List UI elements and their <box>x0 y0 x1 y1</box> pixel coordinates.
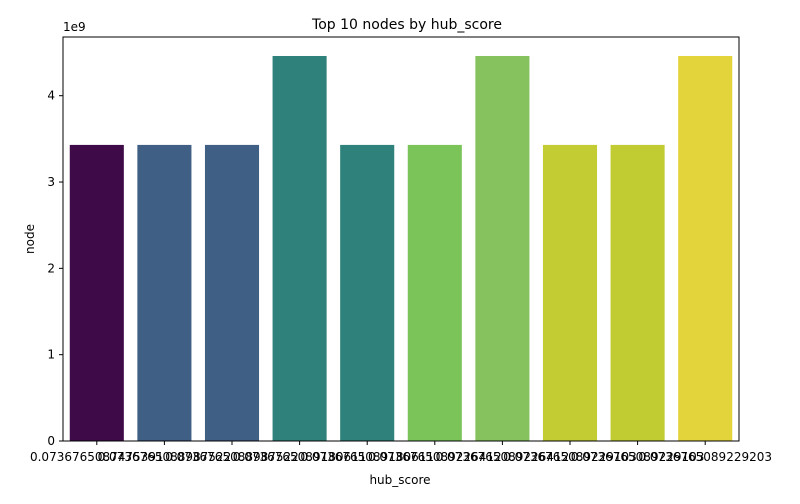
x-axis: 0.07367650874753910.07367650889875220.07… <box>30 441 772 464</box>
bar-6 <box>407 144 462 441</box>
y-axis: 0 1 2 3 4 <box>47 89 63 448</box>
bar-2 <box>137 144 192 441</box>
x-tick-label-7: 0.0736765089226412 <box>436 450 570 464</box>
x-tick-label-8: 0.0736765089229103 <box>503 450 637 464</box>
y-tick-label-0: 0 <box>47 434 55 448</box>
bar-3 <box>204 144 260 441</box>
y-tick-label-4: 4 <box>47 89 55 103</box>
bar-1 <box>69 144 124 441</box>
y-axis-label: node <box>23 224 37 254</box>
chart-title: Top 10 nodes by hub_score <box>311 17 502 33</box>
y-tick-label-2: 2 <box>47 261 55 275</box>
plot-frame <box>62 36 740 442</box>
x-tick-label-3: 0.0736765088987522 <box>165 450 299 464</box>
bar-10 <box>678 55 733 442</box>
bar-9 <box>610 144 665 441</box>
bar-7 <box>475 55 530 442</box>
x-tick-label-6: 0.0736765089226412 <box>368 450 502 464</box>
y-axis-offset-label: 1e9 <box>63 20 86 34</box>
y-tick-label-3: 3 <box>47 175 55 189</box>
bar-8 <box>542 144 598 441</box>
x-tick-label-10: 0.0736765089229203 <box>638 450 772 464</box>
x-tick-label-1: 0.0736765087475391 <box>30 450 164 464</box>
x-tick-label-4: 0.0736765089180611 <box>233 450 367 464</box>
x-tick-label-2: 0.0736765088987522 <box>98 450 232 464</box>
y-tick-label-1: 1 <box>47 348 55 362</box>
x-tick-label-5: 0.0736765089180611 <box>300 450 434 464</box>
x-tick-label-9: 0.0736765089229103 <box>571 450 705 464</box>
bar-4 <box>272 55 327 442</box>
bars-group <box>69 55 733 442</box>
x-axis-label: hub_score <box>369 473 430 487</box>
bar-5 <box>340 144 395 441</box>
